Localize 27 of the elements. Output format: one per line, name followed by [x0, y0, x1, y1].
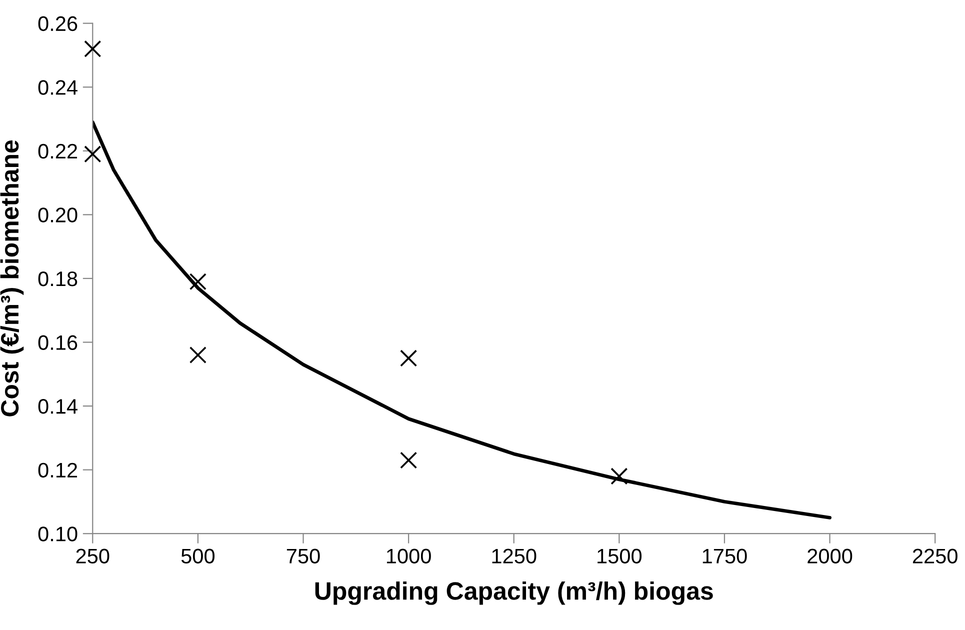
point: [84, 40, 102, 58]
y-tick-label: 0.18: [38, 271, 78, 286]
x-tick-label: 750: [286, 548, 320, 564]
y-tick-label: 0.10: [38, 526, 78, 542]
point: [84, 146, 102, 163]
y-tick-label: 0.24: [38, 80, 78, 95]
y-tick-label: 0.16: [38, 335, 78, 350]
point: [400, 350, 418, 367]
y-tick-label: 0.22: [38, 144, 78, 159]
x-tick-label: 500: [181, 548, 215, 564]
point: [189, 346, 206, 364]
y-tick-label: 0.12: [38, 462, 78, 478]
y-axis-title: Cost (€/m³) biomethane: [0, 140, 24, 416]
point: [400, 452, 418, 469]
x-tick-label: 1000: [386, 548, 431, 564]
x-tick-label: 250: [76, 548, 110, 564]
x-axis-title: Upgrading Capacity (m³/h) biogas: [315, 582, 713, 605]
point: [189, 273, 206, 290]
y-tick-label: 0.20: [38, 208, 78, 222]
y-tick-label: 0.14: [38, 399, 78, 414]
x-tick-label: 1500: [598, 548, 642, 564]
x-tick-label: 1750: [702, 548, 747, 564]
x-tick-label: 1250: [492, 548, 536, 564]
y-tick-label: 0.26: [38, 16, 78, 32]
x-tick-label: 2250: [912, 548, 958, 564]
point: [610, 468, 628, 485]
x-tick-label: 2000: [808, 548, 852, 564]
